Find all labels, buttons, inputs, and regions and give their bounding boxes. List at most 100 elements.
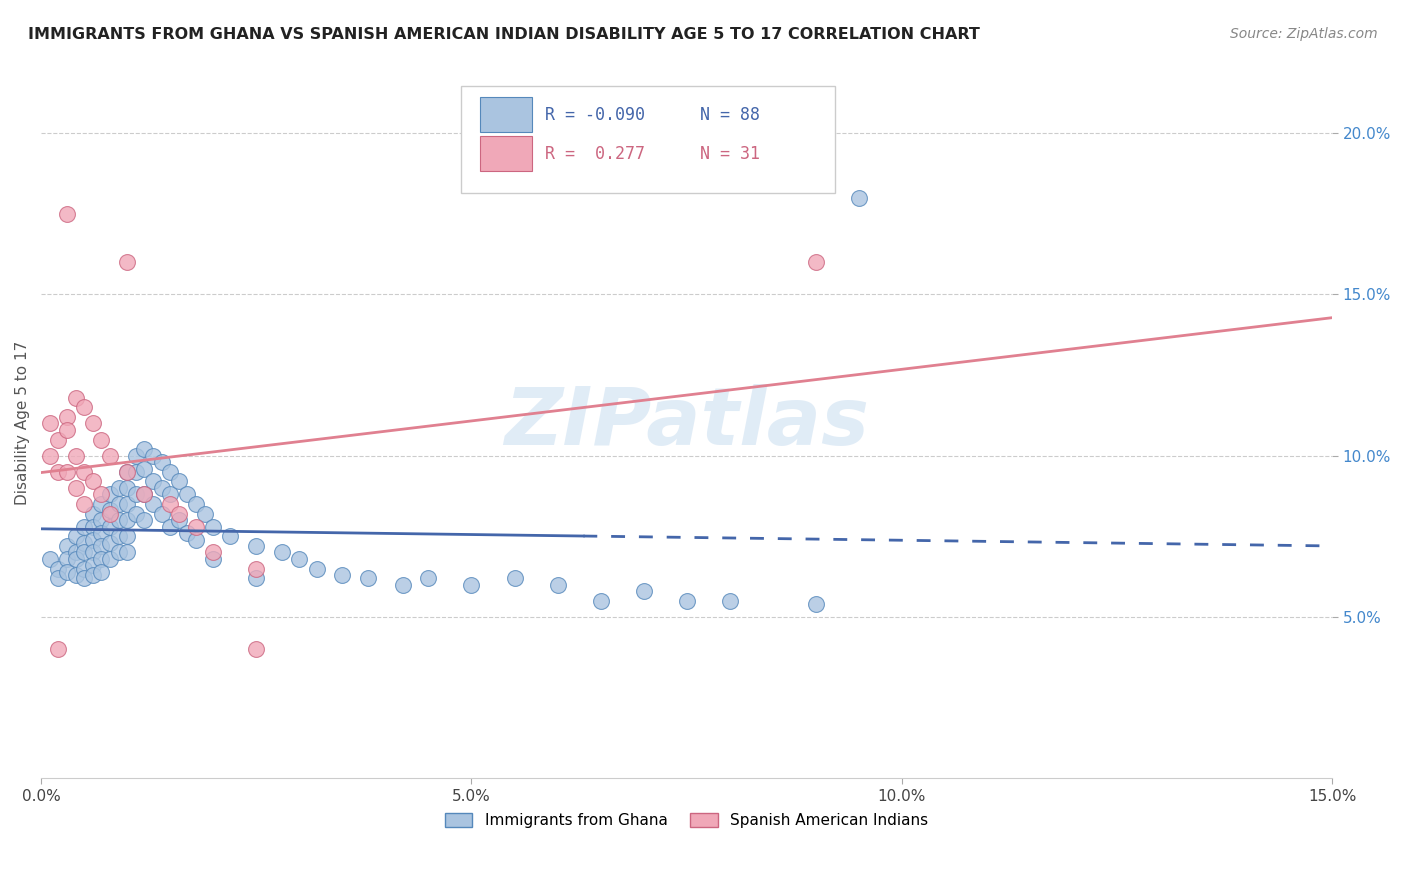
Point <box>245 561 267 575</box>
Point <box>90 433 112 447</box>
Point <box>98 535 121 549</box>
Point <box>150 455 173 469</box>
Point <box>82 545 104 559</box>
Point <box>73 571 96 585</box>
Point <box>115 513 138 527</box>
Point <box>167 513 190 527</box>
Point <box>65 545 87 559</box>
Point <box>115 529 138 543</box>
Point <box>176 487 198 501</box>
Point <box>675 594 697 608</box>
Point <box>176 526 198 541</box>
Point <box>56 552 79 566</box>
Point <box>804 255 827 269</box>
Point <box>56 565 79 579</box>
Point <box>460 577 482 591</box>
Point <box>115 497 138 511</box>
Point <box>65 391 87 405</box>
Point <box>46 561 69 575</box>
Point <box>107 497 129 511</box>
Point <box>107 513 129 527</box>
Point <box>90 565 112 579</box>
Y-axis label: Disability Age 5 to 17: Disability Age 5 to 17 <box>15 342 30 506</box>
Point <box>125 487 148 501</box>
Point <box>73 497 96 511</box>
Point <box>142 449 165 463</box>
Point <box>56 465 79 479</box>
Point <box>73 545 96 559</box>
Point <box>848 190 870 204</box>
Text: R = -0.090: R = -0.090 <box>544 105 644 124</box>
Point <box>115 545 138 559</box>
Point <box>184 519 207 533</box>
Point <box>46 465 69 479</box>
Point <box>73 401 96 415</box>
Point <box>82 568 104 582</box>
Point <box>202 552 225 566</box>
Point <box>73 519 96 533</box>
Point <box>332 568 354 582</box>
Point <box>115 255 138 269</box>
Text: N = 31: N = 31 <box>700 145 759 162</box>
Point <box>56 409 79 424</box>
Point <box>90 539 112 553</box>
Point <box>65 529 87 543</box>
Point <box>418 571 440 585</box>
Point <box>125 507 148 521</box>
Point <box>184 497 207 511</box>
Point <box>90 487 112 501</box>
Bar <box>479 97 531 132</box>
Text: IMMIGRANTS FROM GHANA VS SPANISH AMERICAN INDIAN DISABILITY AGE 5 TO 17 CORRELAT: IMMIGRANTS FROM GHANA VS SPANISH AMERICA… <box>28 27 980 42</box>
Point <box>46 642 69 657</box>
Point <box>98 552 121 566</box>
Point <box>804 597 827 611</box>
Point <box>718 594 741 608</box>
Point <box>82 558 104 573</box>
FancyBboxPatch shape <box>461 87 835 193</box>
Point <box>271 545 294 559</box>
Point <box>115 465 138 479</box>
Point <box>38 449 60 463</box>
Point <box>90 526 112 541</box>
Text: ZIPatlas: ZIPatlas <box>505 384 869 462</box>
Point <box>245 642 267 657</box>
Point <box>391 577 413 591</box>
Point <box>134 442 156 457</box>
Point <box>98 507 121 521</box>
Point <box>98 503 121 517</box>
Point <box>134 461 156 475</box>
Point <box>159 487 181 501</box>
Point <box>245 539 267 553</box>
Bar <box>479 136 531 171</box>
Point <box>125 465 148 479</box>
Point <box>73 561 96 575</box>
Point <box>202 545 225 559</box>
Point <box>159 497 181 511</box>
Point <box>73 465 96 479</box>
Point <box>159 519 181 533</box>
Point <box>107 545 129 559</box>
Point <box>167 475 190 489</box>
Point <box>98 519 121 533</box>
Point <box>90 552 112 566</box>
Point <box>56 539 79 553</box>
Point <box>245 571 267 585</box>
Point <box>90 513 112 527</box>
Point <box>159 465 181 479</box>
Point <box>65 449 87 463</box>
Legend: Immigrants from Ghana, Spanish American Indians: Immigrants from Ghana, Spanish American … <box>439 806 935 834</box>
Point <box>73 535 96 549</box>
Text: Source: ZipAtlas.com: Source: ZipAtlas.com <box>1230 27 1378 41</box>
Point <box>38 552 60 566</box>
Point <box>90 497 112 511</box>
Point <box>107 481 129 495</box>
Point <box>98 449 121 463</box>
Point <box>134 487 156 501</box>
Point <box>115 481 138 495</box>
Point <box>305 561 328 575</box>
Point <box>167 507 190 521</box>
Point <box>547 577 569 591</box>
Point <box>503 571 526 585</box>
Point <box>82 417 104 431</box>
Point <box>38 417 60 431</box>
